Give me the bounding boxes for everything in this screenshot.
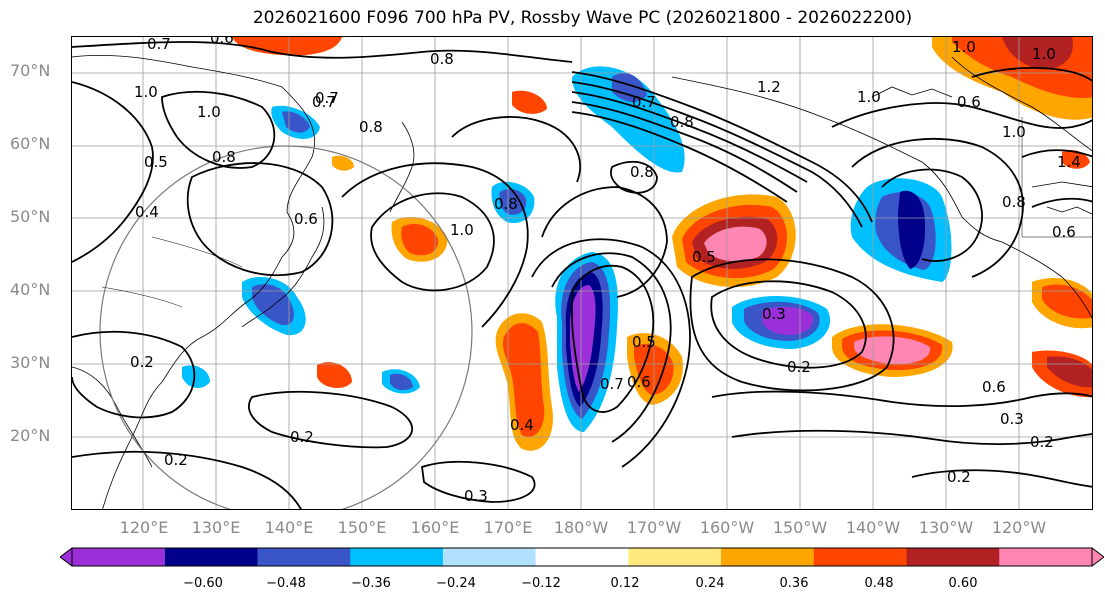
contour-label: 0.6 xyxy=(627,373,651,391)
colorbar-tick: 0.48 xyxy=(864,576,894,591)
contour-label: 0.3 xyxy=(464,487,488,505)
contour-label: 0.2 xyxy=(130,353,154,371)
colorbar-bin xyxy=(257,548,351,566)
colorbar-bin xyxy=(628,548,722,566)
contour-label: 0.4 xyxy=(510,416,534,434)
contour-label: 1.0 xyxy=(857,88,881,106)
lat-label-20n: 20°N xyxy=(10,426,51,445)
colorbar-tick: 0.12 xyxy=(610,576,640,591)
lon-label-120w: 120°W xyxy=(991,518,1047,537)
contour-label: 0.6 xyxy=(982,378,1006,396)
colorbar-bin xyxy=(60,548,165,566)
contour-label: 0.8 xyxy=(494,195,518,213)
contour-label: 1.0 xyxy=(197,103,221,121)
contour-label: 0.2 xyxy=(290,428,314,446)
contour-label: 0.6 xyxy=(294,210,318,228)
map-title: 2026021600 F096 700 hPa PV, Rossby Wave … xyxy=(252,8,913,28)
contour-label: 0.5 xyxy=(692,248,716,266)
contour-label: 1.0 xyxy=(952,38,976,56)
contour-label: 0.7 xyxy=(147,37,171,53)
colorbar-tick: −0.24 xyxy=(436,576,476,591)
colorbar-tick: −0.48 xyxy=(266,576,306,591)
lon-label-160w: 160°W xyxy=(699,518,755,537)
lat-label-70n: 70°N xyxy=(10,61,51,80)
colorbar-bin xyxy=(350,548,444,566)
colorbar-tick: −0.12 xyxy=(521,576,561,591)
contour-label: 0.2 xyxy=(787,358,811,376)
lon-label-130e: 130°E xyxy=(191,518,241,537)
colorbar-bin xyxy=(999,548,1104,566)
contour-label: 0.4 xyxy=(135,203,159,221)
lon-label-150w: 150°W xyxy=(772,518,828,537)
lon-label-130w: 130°W xyxy=(918,518,974,537)
contour-label: 1.2 xyxy=(757,78,781,96)
colorbar-tick: −0.36 xyxy=(351,576,391,591)
map-canvas: 0.7 0.6 0.8 1.0 1.2 1.0 0.6 1.0 1.0 0.7 … xyxy=(72,37,1092,509)
contour-label: 1.0 xyxy=(1032,45,1056,63)
colorbar-bin xyxy=(164,548,258,566)
colorbar-tick: −0.60 xyxy=(183,576,223,591)
contour-label: 0.2 xyxy=(947,468,971,486)
lon-label-140w: 140°W xyxy=(845,518,901,537)
contour-label: 0.8 xyxy=(670,113,694,131)
colorbar-bin xyxy=(721,548,815,566)
lon-label-140e: 140°E xyxy=(264,518,314,537)
colorbar-bin xyxy=(813,548,908,566)
lon-label-170e: 170°E xyxy=(483,518,533,537)
contour-label: 0.8 xyxy=(1002,193,1026,211)
contour-label: 0.6 xyxy=(957,93,981,111)
colorbar-tick: 0.36 xyxy=(779,576,809,591)
contour-label: 0.8 xyxy=(212,148,236,166)
contour-label: 0.2 xyxy=(1030,433,1054,451)
lon-label-160e: 160°E xyxy=(410,518,460,537)
contour-label: 0.8 xyxy=(630,163,654,181)
lon-label-120e: 120°E xyxy=(119,518,169,537)
lon-label-180w: 180°W xyxy=(553,518,609,537)
colorbar-tick: 0.24 xyxy=(695,576,725,591)
contour-label: 0.8 xyxy=(430,50,454,68)
contour-label: 1.4 xyxy=(1057,153,1081,171)
lat-label-50n: 50°N xyxy=(10,207,51,226)
colorbar xyxy=(60,547,1104,567)
contour-label: 0.3 xyxy=(1000,410,1024,428)
contour-label: 0.8 xyxy=(359,118,383,136)
colorbar-tick: 0.60 xyxy=(948,576,978,591)
contour-label: 0.7 xyxy=(632,93,656,111)
contour-label: 0.7 xyxy=(315,89,339,107)
contour-label: 1.0 xyxy=(450,221,474,239)
contour-label: 0.6 xyxy=(1052,223,1076,241)
pv-contours xyxy=(72,41,1092,509)
contour-labels: 0.7 0.6 0.8 1.0 1.2 1.0 0.6 1.0 1.0 0.7 … xyxy=(130,37,1081,505)
lon-label-150e: 150°E xyxy=(337,518,387,537)
contour-label: 1.0 xyxy=(1002,123,1026,141)
contour-label: 0.6 xyxy=(210,37,234,47)
contour-label: 0.5 xyxy=(144,153,168,171)
contour-label: 1.0 xyxy=(134,83,158,101)
colorbar-bin xyxy=(906,548,1000,566)
lat-label-30n: 30°N xyxy=(10,353,51,372)
contour-label: 0.2 xyxy=(164,451,188,469)
colorbar-bin xyxy=(535,548,629,566)
graticule xyxy=(72,37,1092,509)
contour-label: 0.7 xyxy=(600,375,624,393)
contour-label: 0.3 xyxy=(762,305,786,323)
contour-label: 0.7 xyxy=(312,93,336,111)
lon-label-170w: 170°W xyxy=(626,518,682,537)
map-panel: 0.7 0.6 0.8 1.0 1.2 1.0 0.6 1.0 1.0 0.7 … xyxy=(71,36,1093,510)
colorbar-bin xyxy=(442,548,537,566)
lat-label-60n: 60°N xyxy=(10,134,51,153)
lat-label-40n: 40°N xyxy=(10,280,51,299)
contour-label: 0.5 xyxy=(632,333,656,351)
